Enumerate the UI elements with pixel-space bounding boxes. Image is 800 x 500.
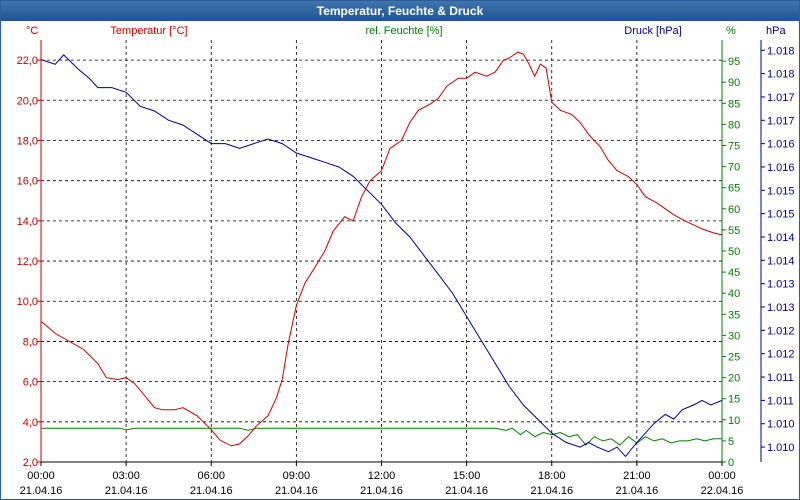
temperature-tick-label: 4,0 [23,417,38,429]
humidity-tick-label: 80 [728,119,740,131]
temperature-tick-label: 6,0 [23,377,38,389]
temperature-tick-label: 16,0 [17,176,38,188]
x-tick-date-label: 21.04.16 [20,485,63,497]
temperature-tick-label: 8,0 [23,336,38,348]
humidity-tick-label: 90 [728,77,740,89]
pressure-tick-label: 1.010 [767,442,795,454]
humidity-tick-label: 70 [728,162,740,174]
pressure-tick-label: 1.011 [767,395,794,407]
pressure-tick-label: 1.018 [767,69,795,81]
x-tick-date-label: 21.04.16 [190,485,233,497]
x-tick-date-label: 21.04.16 [105,485,148,497]
temperature-tick-label: 20,0 [17,95,38,107]
x-tick-date-label: 21.04.16 [360,485,403,497]
humidity-tick-label: 45 [728,267,740,279]
temperature-tick-label: 12,0 [17,256,38,268]
humidity-tick-label: 5 [728,436,734,448]
humidity-tick-label: 25 [728,352,740,364]
x-tick-time-label: 06:00 [197,470,225,482]
x-tick-time-label: 03:00 [112,470,140,482]
x-tick-date-label: 22.04.16 [701,485,744,497]
humidity-tick-label: 35 [728,309,740,321]
x-tick-date-label: 21.04.16 [530,485,573,497]
humidity-tick-label: 60 [728,204,740,216]
pressure-tick-label: 1.012 [767,325,795,337]
window-title: Temperatur, Feuchte & Druck [1,1,799,21]
temperature-tick-label: 10,0 [17,296,38,308]
pressure-tick-label: 1.017 [767,92,795,104]
pressure-tick-label: 1.012 [767,349,795,361]
pressure-tick-label: 1.011 [767,372,794,384]
humidity-line [41,427,722,446]
temperature-line [40,51,723,447]
x-tick-time-label: 21:00 [623,470,651,482]
humidity-tick-label: 65 [728,183,740,195]
humidity-tick-label: 95 [728,56,740,68]
pressure-tick-label: 1.018 [767,45,795,57]
x-tick-time-label: 00:00 [708,470,736,482]
x-tick-time-label: 15:00 [453,470,481,482]
humidity-tick-label: 75 [728,141,740,153]
x-tick-time-label: 18:00 [538,470,566,482]
humidity-tick-label: 30 [728,330,740,342]
pressure-line [40,54,723,458]
humidity-tick-label: 50 [728,246,740,258]
pressure-tick-label: 1.014 [767,232,795,244]
pressure-tick-label: 1.013 [767,302,795,314]
pressure-tick-label: 1.015 [767,209,795,221]
pressure-tick-label: 1.015 [767,185,795,197]
x-tick-time-label: 00:00 [27,470,55,482]
pressure-tick-label: 1.014 [767,255,795,267]
temperature-tick-label: 22,0 [17,55,38,67]
humidity-legend: rel. Feuchte [%] [365,25,442,37]
humidity-tick-label: 40 [728,288,740,300]
x-tick-time-label: 09:00 [283,470,311,482]
pressure-tick-label: 1.016 [767,162,795,174]
pressure-tick-label: 1.016 [767,139,795,151]
pressure-tick-label: 1.017 [767,115,795,127]
humidity-tick-label: 10 [728,415,740,427]
x-tick-date-label: 21.04.16 [275,485,318,497]
pressure-tick-label: 1.013 [767,279,795,291]
temperature-tick-label: 18,0 [17,135,38,147]
chart-canvas: 2,0 4,0 6,0 8,0 10,0 12,0 14,0 16,0 18,0 20,0 22,0… [17,25,795,497]
temperature-legend: Temperatur [°C] [110,25,187,37]
x-tick-time-label: 12:00 [368,470,396,482]
temperature-tick-label: 14,0 [17,216,38,228]
humidity-tick-label: 85 [728,98,740,110]
humidity-tick-label: 55 [728,225,740,237]
temperature-tick-label: 2,0 [23,457,38,469]
x-tick-date-label: 21.04.16 [445,485,488,497]
pressure-tick-label: 1.010 [767,419,795,431]
humidity-tick-label: 0 [728,457,734,469]
pressure-legend: Druck [hPa] [624,25,681,37]
temperature-unit: °C [26,25,38,37]
x-tick-date-label: 21.04.16 [615,485,658,497]
pressure-unit: hPa [766,25,786,37]
humidity-tick-label: 20 [728,373,740,385]
humidity-tick-label: 15 [728,394,740,406]
humidity-unit: % [726,25,736,37]
